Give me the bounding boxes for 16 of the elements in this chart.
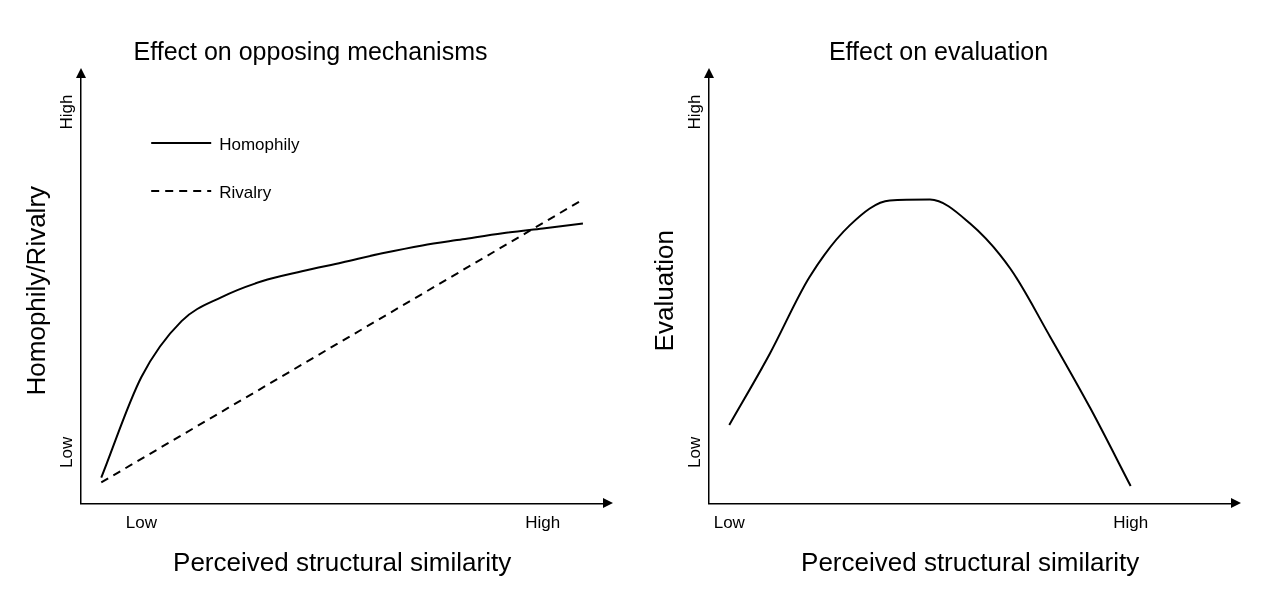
y-axis-title: Evaluation: [648, 229, 679, 352]
text: Low: [56, 436, 76, 468]
chart-title: Effect on evaluation: [828, 36, 1049, 65]
y-axis-title: Homophily/Rivalry: [20, 185, 51, 396]
x-axis-title: Perceived structural similarity: [173, 546, 512, 577]
legend-label: Homophily: [219, 134, 301, 154]
legend-label: Rivalry: [219, 182, 272, 202]
x-tick-label: High: [525, 513, 561, 533]
text: High: [56, 94, 76, 130]
text: High: [684, 94, 704, 130]
x-axis-title: Perceived structural similarity: [801, 546, 1140, 577]
text: Low: [684, 436, 704, 468]
x-tick-label: Low: [125, 513, 158, 533]
x-tick-label: High: [1113, 513, 1149, 533]
chart-title: Effect on opposing mechanisms: [133, 36, 488, 65]
x-tick-label: Low: [713, 513, 746, 533]
